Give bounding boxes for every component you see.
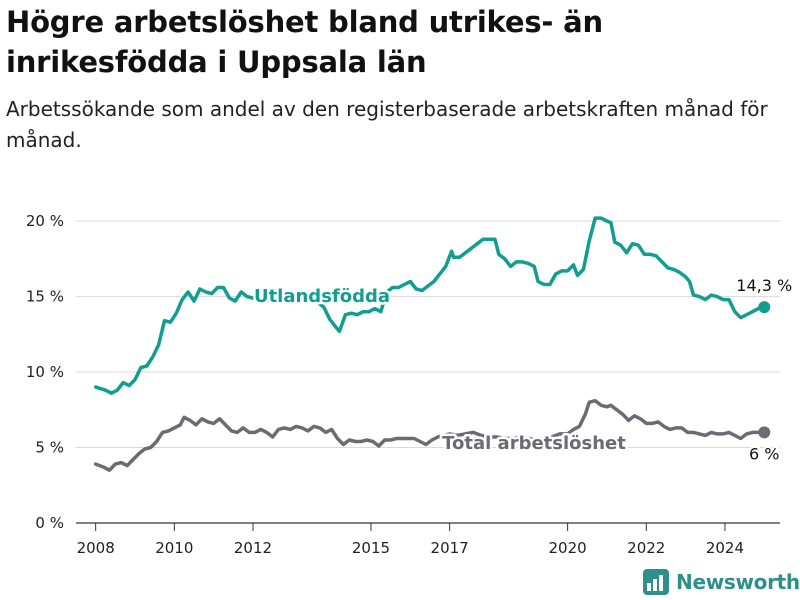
y-tick-label: 10 % [26,363,64,381]
y-tick-label: 5 % [35,439,64,457]
brand-name: Newsworthy [676,570,800,594]
x-tick-label: 2010 [155,539,193,557]
x-tick-label: 2012 [234,539,272,557]
series-name-label: Utlandsfödda [254,286,390,307]
series-end-point [758,426,771,439]
x-tick-label: 2024 [706,539,744,557]
y-tick-label: 15 % [26,288,64,306]
y-axis-ticks: 0 % 5 % 10 % 15 % 20 % [26,212,64,532]
x-tick-label: 2017 [431,539,469,557]
x-tick-label: 2015 [352,539,390,557]
newsworthy-logo-icon [643,569,669,595]
series-end-point [758,301,771,314]
series-lines [93,216,771,472]
x-tick-label: 2008 [77,539,115,557]
series-name-label: Total arbetslöshet [442,433,626,454]
page-subtitle: Arbetssökande som andel av den registerb… [6,97,768,152]
newsworthy-brand: Newsworthy [642,566,800,598]
series-line-utlandsfodda [93,216,767,395]
page-title: Högre arbetslöshet bland utrikes- än inr… [6,5,603,79]
x-axis-ticks: 2008 2010 2012 2015 2017 2020 2022 2024 [77,523,744,557]
series-end-value-label: 6 % [749,444,779,463]
y-tick-label: 20 % [26,212,64,230]
series-line-total [93,398,767,472]
x-tick-label: 2020 [549,539,587,557]
series-labels: Utlandsfödda 14,3 % Total arbetslöshet 6 % [251,274,794,465]
x-tick-label: 2022 [627,539,665,557]
gridlines [76,220,780,524]
y-tick-label: 0 % [35,514,64,532]
series-end-value-label: 14,3 % [736,276,792,295]
